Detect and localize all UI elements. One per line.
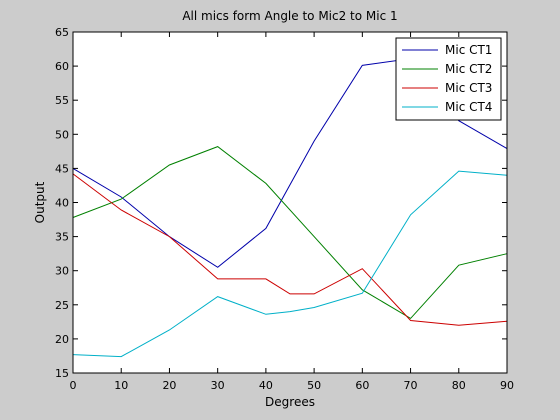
y-tick-label: 20 (55, 333, 69, 346)
y-tick-label: 35 (55, 231, 69, 244)
x-tick-label: 20 (162, 379, 176, 392)
x-tick-label: 90 (500, 379, 514, 392)
y-tick-label: 50 (55, 128, 69, 141)
legend-label: Mic CT1 (445, 43, 492, 57)
x-tick-label: 0 (70, 379, 77, 392)
y-tick-label: 30 (55, 265, 69, 278)
y-tick-label: 40 (55, 197, 69, 210)
y-tick-label: 25 (55, 299, 69, 312)
legend: Mic CT1 Mic CT2 Mic CT3 Mic CT4 (395, 37, 502, 121)
x-tick-label: 80 (452, 379, 466, 392)
x-tick-label: 10 (114, 379, 128, 392)
x-tick-label: 40 (259, 379, 273, 392)
y-axis-ticks: 15 20 25 30 35 40 45 50 55 60 65 (55, 26, 507, 380)
y-tick-label: 65 (55, 26, 69, 39)
x-tick-label: 60 (355, 379, 369, 392)
legend-label: Mic CT4 (445, 100, 492, 114)
x-tick-label: 30 (211, 379, 225, 392)
legend-label: Mic CT2 (445, 62, 492, 76)
y-tick-label: 55 (55, 94, 69, 107)
x-axis-ticks: 0 10 20 30 40 50 60 70 80 90 (70, 32, 514, 392)
x-tick-label: 70 (404, 379, 418, 392)
x-tick-label: 50 (307, 379, 321, 392)
x-axis-label: Degrees (265, 395, 315, 409)
y-tick-label: 60 (55, 60, 69, 73)
series-line-2 (72, 146, 508, 320)
y-tick-label: 15 (55, 367, 69, 380)
chart-title: All mics form Angle to Mic2 to Mic 1 (182, 9, 397, 23)
y-axis-label: Output (33, 181, 47, 223)
y-tick-label: 45 (55, 162, 69, 175)
series-line-3 (72, 173, 508, 326)
series-line-4 (72, 170, 508, 358)
legend-box (395, 37, 502, 121)
legend-label: Mic CT3 (445, 81, 492, 95)
